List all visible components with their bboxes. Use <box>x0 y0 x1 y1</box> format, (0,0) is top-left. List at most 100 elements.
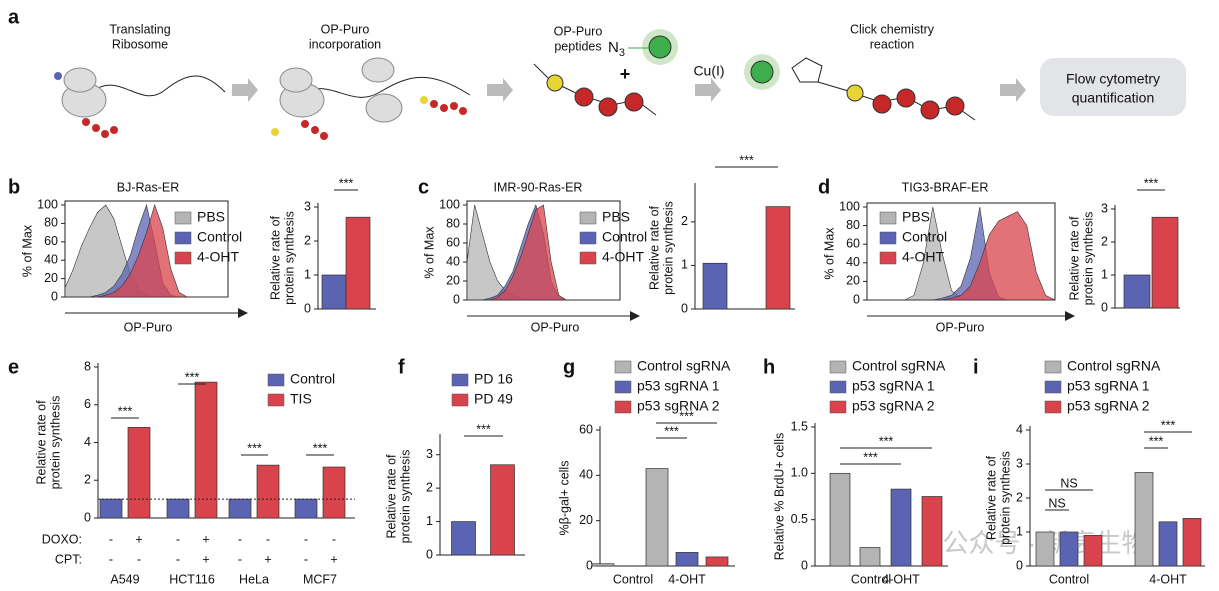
y-axis-label: % of Max <box>822 227 836 280</box>
density-curve <box>65 204 228 298</box>
treatment-mark: + <box>135 532 142 546</box>
x-tick-label: HCT116 <box>169 572 215 586</box>
significance-label: *** <box>476 422 491 436</box>
x-tick-label: 4-OHT <box>1149 572 1187 586</box>
x-tick-label: 4-OHT <box>668 572 706 586</box>
legend-swatch <box>614 360 632 374</box>
y-axis-label: Relative rate of <box>268 215 282 300</box>
y-tick-label: 0 <box>853 292 860 306</box>
step-label: Translating <box>109 22 170 36</box>
step-label: OP-Puro <box>554 24 603 38</box>
treatment-label: DOXO: <box>42 532 82 546</box>
legend-swatch <box>579 231 597 245</box>
legend-label: PBS <box>197 209 225 225</box>
legend-swatch <box>1044 360 1062 374</box>
y-axis-label: Relative rate of <box>984 455 998 540</box>
treatment-mark: - <box>304 532 308 546</box>
azide: N3 <box>608 39 625 59</box>
y-tick-label: 60 <box>846 236 860 250</box>
legend-swatch <box>829 360 847 374</box>
legend-label: p53 sgRNA 1 <box>637 378 720 394</box>
y-tick-label: 1 <box>426 514 433 528</box>
bar <box>859 547 881 567</box>
bar <box>645 468 669 567</box>
y-tick-label: 40 <box>579 468 593 482</box>
treatment-mark: - <box>332 532 336 546</box>
legend-label: PBS <box>602 209 630 225</box>
arrow <box>1000 78 1026 102</box>
legend-label: 4-OHT <box>197 249 239 265</box>
bar <box>921 496 943 567</box>
ribosome <box>279 67 313 93</box>
significance-label: *** <box>1161 418 1176 432</box>
x-tick-label: HeLa <box>239 572 269 586</box>
treatment-mark: - <box>266 532 270 546</box>
treatment-mark: - <box>109 552 113 566</box>
significance-label: *** <box>118 404 133 418</box>
y-axis-label: protein synthesis <box>1081 212 1095 306</box>
y-tick-label: 2 <box>84 473 91 487</box>
y-tick-label: 1.0 <box>791 466 808 480</box>
y-tick-label: 3 <box>304 199 311 213</box>
panel-label: a <box>8 6 20 28</box>
x-tick-label: A549 <box>110 572 139 586</box>
y-tick-label: 1 <box>681 258 688 272</box>
x-axis-label: OP-Puro <box>531 320 580 334</box>
bar <box>1083 535 1103 567</box>
y-axis-label: protein synthesis <box>661 201 675 295</box>
bar <box>322 466 346 519</box>
panel-label: h <box>763 356 775 378</box>
y-tick-label: 2 <box>681 214 688 228</box>
y-tick-label: 0 <box>51 289 58 303</box>
chart-title: IMR-90-Ras-ER <box>494 180 583 194</box>
y-axis-label: %β-gal+ cells <box>557 461 571 536</box>
peptide <box>574 87 644 117</box>
y-tick-label: 4 <box>1016 422 1023 436</box>
treatment-mark: + <box>202 532 209 546</box>
readout: Flow cytometry <box>1066 71 1160 87</box>
fluorophore <box>648 35 672 59</box>
fluorophore <box>750 60 774 84</box>
significance-label: *** <box>679 409 694 423</box>
y-tick-label: 2 <box>304 233 311 247</box>
legend-label: Control <box>290 371 335 387</box>
y-tick-label: 0 <box>453 292 460 306</box>
op-puro <box>271 128 279 136</box>
y-tick-label: 1.5 <box>791 419 808 433</box>
bar <box>256 464 280 519</box>
legend-swatch <box>579 211 597 225</box>
x-axis-label: OP-Puro <box>936 320 985 334</box>
treatment-label: CPT: <box>55 552 82 566</box>
legend-swatch <box>451 393 469 407</box>
density-curve <box>867 211 1056 301</box>
y-tick-label: 3 <box>1101 201 1108 215</box>
x-tick-label: Control <box>613 572 653 586</box>
significance-label: *** <box>739 153 754 167</box>
bar <box>1158 521 1178 567</box>
op-puro <box>846 84 864 102</box>
x-tick-label: MCF7 <box>303 572 337 586</box>
bar <box>127 427 151 519</box>
y-axis-label: protein synthesis <box>282 211 296 305</box>
x-arrowhead <box>630 311 640 321</box>
panel-label: d <box>818 176 830 198</box>
peptide <box>82 118 118 138</box>
y-tick-label: 60 <box>579 422 593 436</box>
arrow <box>487 78 513 102</box>
bar <box>1151 216 1179 309</box>
bar <box>705 556 729 567</box>
panel-label: g <box>563 356 575 378</box>
treatment-mark: - <box>137 552 141 566</box>
panel-label: i <box>973 356 979 378</box>
y-tick-label: 3 <box>426 447 433 461</box>
treatment-mark: - <box>176 532 180 546</box>
legend-label: Control sgRNA <box>637 358 731 374</box>
y-axis-label: protein synthesis <box>398 450 412 544</box>
bar <box>99 498 123 519</box>
x-arrowhead <box>1065 311 1075 321</box>
plus: + <box>620 64 631 84</box>
legend-swatch <box>879 211 897 225</box>
legend-label: p53 sgRNA 1 <box>1067 378 1150 394</box>
panel-label: b <box>8 176 20 198</box>
y-tick-label: 80 <box>846 218 860 232</box>
